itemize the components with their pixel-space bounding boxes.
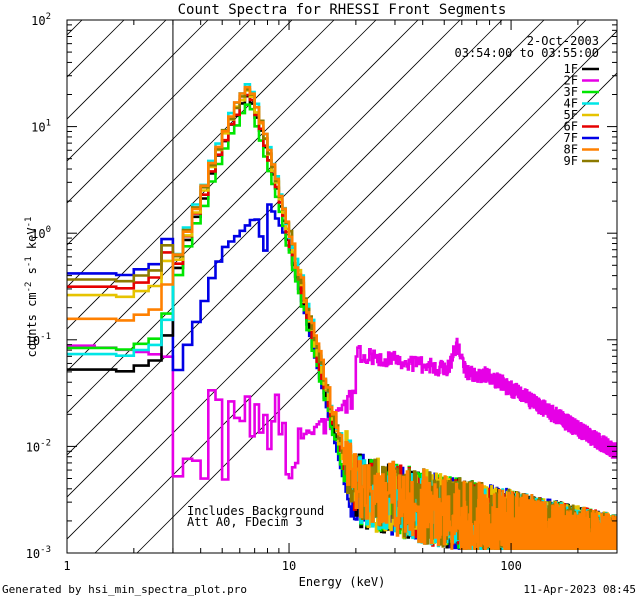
y-tick-label: 101 — [31, 119, 51, 135]
legend-label-5f: 5F — [564, 108, 578, 122]
legend-label-6f: 6F — [564, 120, 578, 134]
annotation-attenuator: Att A0, FDecim 3 — [187, 515, 303, 529]
legend-label-8f: 8F — [564, 143, 578, 157]
hatch-line — [67, 20, 503, 456]
series-6f-line — [67, 93, 617, 550]
chart-title: Count Spectra for RHESSI Front Segments — [178, 2, 507, 18]
y-tick-label: 10-3 — [26, 545, 51, 561]
series-8f-line — [67, 85, 617, 550]
series-2f-line — [67, 337, 617, 481]
series-3f-line — [67, 103, 617, 550]
hatch-line — [67, 20, 209, 162]
y-tick-label: 102 — [31, 12, 51, 28]
hatch-line — [67, 20, 251, 204]
hatch-line — [67, 20, 167, 120]
hatch-line — [67, 20, 587, 540]
legend-label-2f: 2F — [564, 74, 578, 88]
axis-ticks — [66, 20, 618, 554]
y-tick-label: 10-2 — [26, 438, 51, 454]
series-5f-line — [67, 89, 617, 550]
y-tick-labels: 10-3 10-2 10-1 100 101 102 — [26, 12, 51, 561]
hatch-line — [136, 72, 617, 553]
hatch-line — [67, 20, 335, 288]
series-1f-line — [67, 94, 617, 550]
legend-label-7f: 7F — [564, 131, 578, 145]
y-axis-label: counts cm-2 s-1 keV-1 — [24, 217, 39, 358]
x-axis-label: Energy (keV) — [299, 575, 386, 589]
plot-frame — [66, 19, 618, 554]
date-label: 2-Oct-2003 — [527, 34, 599, 48]
x-tick-label: 100 — [500, 559, 522, 573]
x-tick-label: 10 — [282, 559, 296, 573]
hatch-line — [67, 20, 461, 414]
hatch-line — [67, 20, 293, 246]
x-tick-labels: 1 10 100 — [63, 559, 522, 573]
y-tick-label: 100 — [31, 225, 51, 241]
spectra-curves — [67, 83, 617, 550]
annotation-background: Includes Background — [187, 504, 324, 518]
hatch-line — [0, 20, 40, 553]
footer-timestamp: 11-Apr-2023 08:45 — [523, 583, 636, 596]
x-tick-label: 1 — [63, 559, 70, 573]
legend-label-9f: 9F — [564, 154, 578, 168]
legend-label-3f: 3F — [564, 85, 578, 99]
y-tick-label: 10-1 — [26, 332, 51, 348]
series-9f-line — [67, 88, 617, 550]
legend-label-4f: 4F — [564, 97, 578, 111]
legend-label-1f: 1F — [564, 62, 578, 76]
hatch-line — [67, 20, 545, 498]
series-4f-line — [67, 83, 617, 550]
footer-generated-by: Generated by hsi_min_spectra_plot.pro — [2, 583, 248, 596]
time-range-label: 03:54:00 to 03:55:00 — [455, 46, 600, 60]
